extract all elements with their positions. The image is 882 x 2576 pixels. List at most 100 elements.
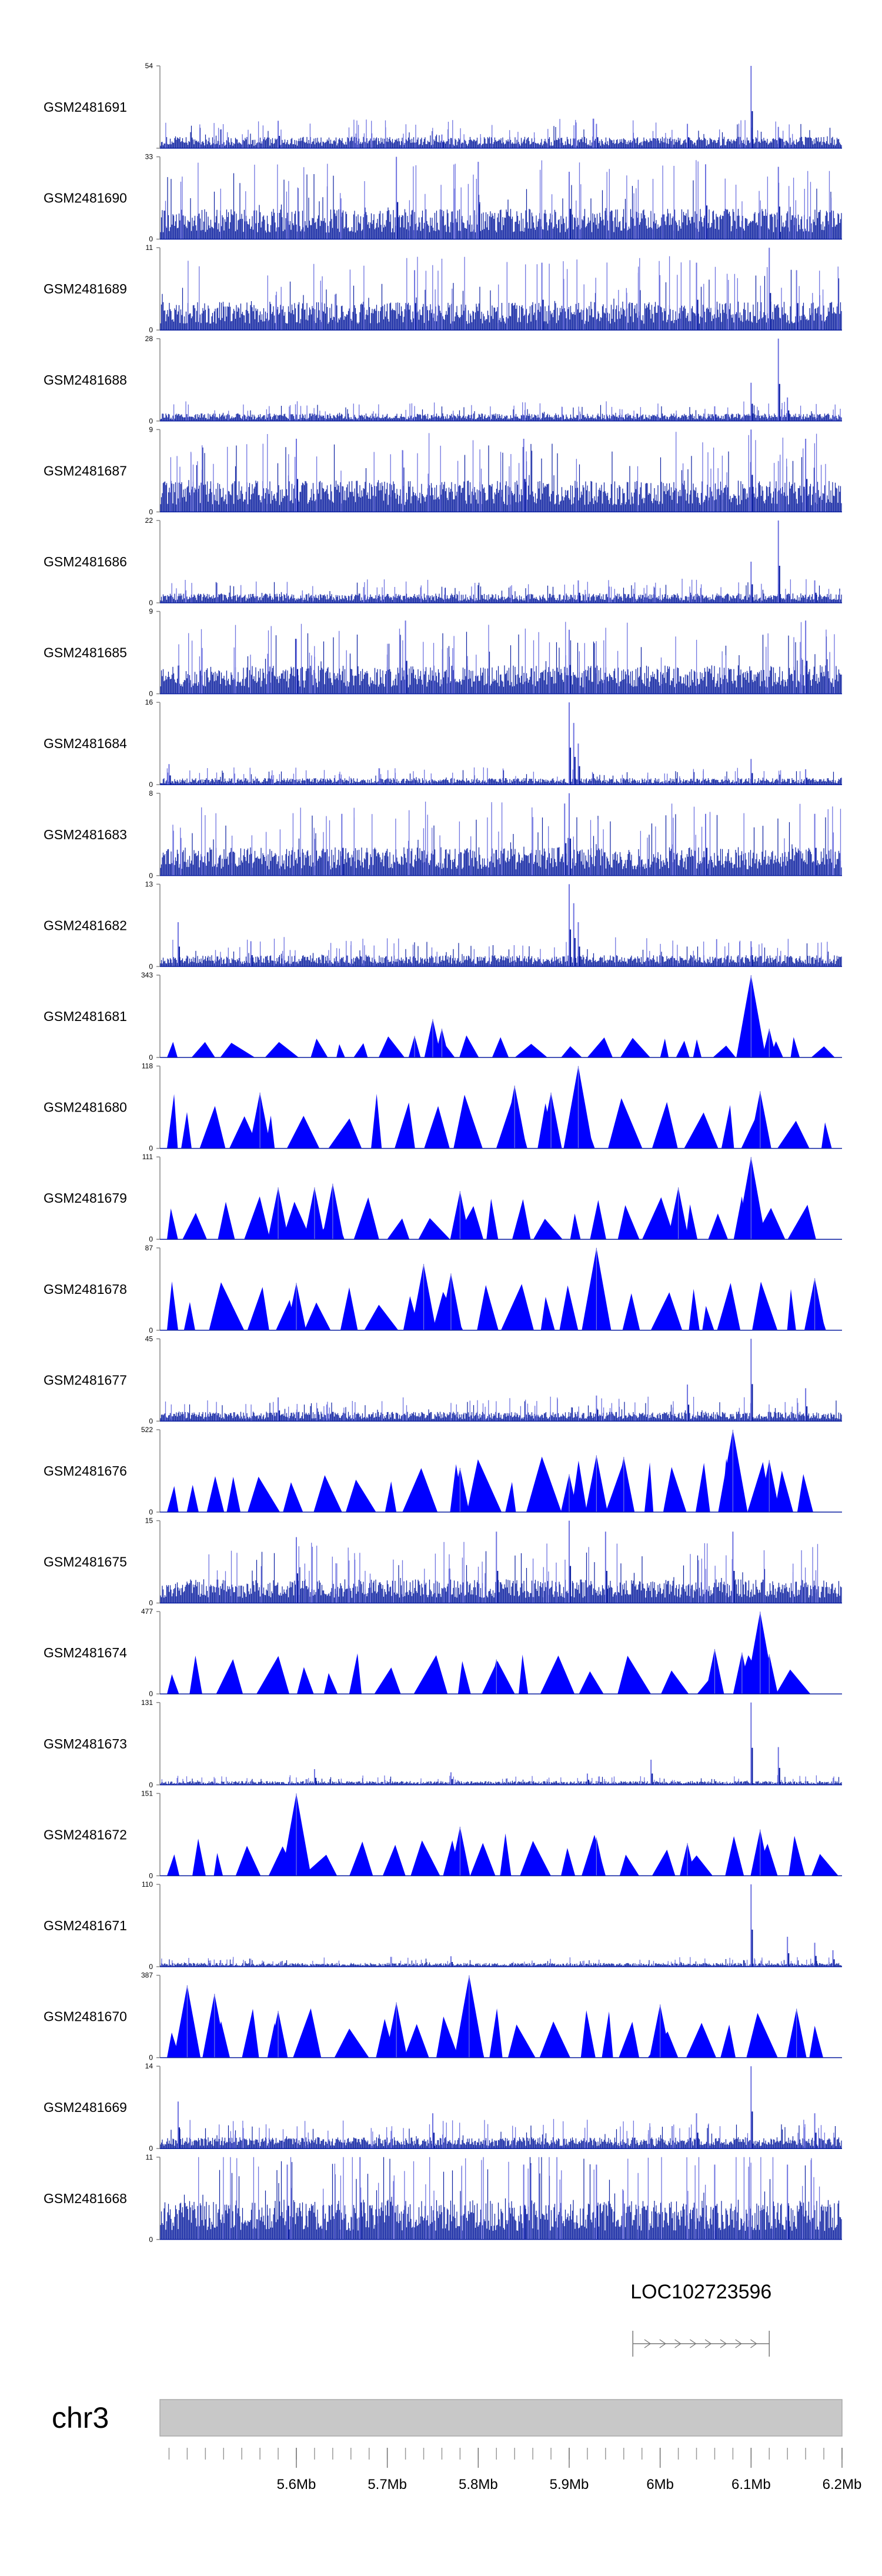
- track-GSM2481688: GSM2481688 28 0: [44, 335, 842, 425]
- signal-block: [713, 1045, 736, 1057]
- y-max-label: 151: [141, 1789, 153, 1797]
- strand-arrow: [720, 2339, 727, 2348]
- signal-block: [561, 1848, 576, 1876]
- signal-block: [492, 1037, 509, 1057]
- y-min-label: 0: [149, 1326, 153, 1334]
- signal-block: [167, 1486, 179, 1512]
- y-max-label: 15: [145, 1517, 153, 1525]
- y-max-label: 87: [145, 1244, 153, 1252]
- track-label: GSM2481689: [44, 281, 127, 296]
- signal-block: [660, 1038, 669, 1057]
- signal-block: [418, 1218, 450, 1240]
- signal-spikes: [208, 1541, 818, 1603]
- signal-block: [256, 1656, 290, 1694]
- y-max-label: 131: [141, 1699, 153, 1707]
- signal-block: [608, 1098, 643, 1149]
- signal-block: [787, 1289, 796, 1330]
- signal-block: [247, 1287, 269, 1330]
- signal-spikes: [172, 937, 828, 967]
- signal-spikes: [172, 802, 841, 876]
- track-label: GSM2481674: [44, 1645, 127, 1660]
- signal-block: [167, 1208, 178, 1240]
- chromosome-label: chr3: [52, 2401, 109, 2434]
- y-max-label: 13: [145, 880, 153, 888]
- y-max-label: 45: [145, 1334, 153, 1343]
- signal-spikes: [166, 767, 801, 785]
- signal-block: [559, 1285, 579, 1330]
- signal-block: [652, 1102, 678, 1149]
- y-min-label: 0: [149, 962, 153, 970]
- y-min-label: 0: [149, 690, 153, 698]
- signal-background: [160, 269, 842, 331]
- y-max-label: 22: [145, 516, 153, 525]
- y-min-label: 0: [149, 235, 153, 243]
- signal-block: [167, 1281, 178, 1330]
- signal-block: [382, 1844, 406, 1876]
- track-GSM2481681: GSM2481681 343 0: [44, 971, 842, 1062]
- signal-block: [676, 1040, 690, 1057]
- signal-spikes: [188, 256, 838, 331]
- signal-block: [622, 1293, 640, 1330]
- signal-block: [213, 1853, 223, 1876]
- signal-block: [693, 1039, 702, 1057]
- signal-block: [371, 1093, 382, 1149]
- signal-block: [216, 1659, 243, 1694]
- signal-block: [708, 1213, 728, 1240]
- signal-block: [579, 1671, 604, 1694]
- signal-block: [402, 1468, 438, 1512]
- track-label: GSM2481687: [44, 463, 127, 478]
- signal-block: [540, 1656, 575, 1694]
- signal-block: [199, 1106, 226, 1149]
- signal-spikes: [161, 1957, 830, 1967]
- signal-spikes: [165, 1396, 799, 1422]
- signal-background: [160, 632, 842, 694]
- y-max-label: 118: [142, 1062, 153, 1070]
- track-GSM2481670: GSM2481670 387 0: [44, 1971, 842, 2062]
- signal-block: [470, 1843, 496, 1876]
- track-label: GSM2481677: [44, 1372, 127, 1387]
- track-GSM2481687: GSM2481687 9 0: [44, 425, 842, 516]
- signal-block: [797, 1474, 813, 1512]
- signal-block: [167, 1042, 178, 1057]
- strand-arrow: [704, 2339, 712, 2348]
- axis-tick-label: 6Mb: [646, 2477, 674, 2492]
- track-GSM2481671: GSM2481671 110 0: [44, 1880, 842, 1971]
- track-GSM2481669: GSM2481669 14 0: [44, 2062, 842, 2153]
- y-max-label: 111: [142, 1153, 153, 1161]
- track-label: GSM2481670: [44, 2009, 127, 2024]
- track-label: GSM2481686: [44, 554, 127, 569]
- signal-block: [323, 1673, 338, 1694]
- signal-block: [514, 1043, 547, 1057]
- signal-block: [282, 1202, 311, 1240]
- signal-block: [413, 1655, 448, 1694]
- track-label: GSM2481690: [44, 191, 127, 206]
- signal-block: [486, 1199, 499, 1240]
- signal-block: [244, 1196, 270, 1240]
- signal-block: [235, 1846, 261, 1876]
- signal-block: [167, 1094, 178, 1149]
- signal-block: [790, 1037, 800, 1057]
- track-GSM2481691: GSM2481691 54: [44, 62, 842, 149]
- signal-block: [661, 1670, 689, 1694]
- signal-block: [286, 1116, 320, 1149]
- strand-arrow: [644, 2339, 652, 2348]
- track-GSM2481685: GSM2481685 9 0: [44, 608, 842, 698]
- track-label: GSM2481684: [44, 736, 127, 751]
- signal-block: [717, 1283, 741, 1330]
- signal-block: [809, 2026, 823, 2058]
- y-min-label: 0: [149, 2144, 153, 2153]
- signal-block: [313, 1475, 342, 1512]
- signal-block: [570, 1213, 581, 1240]
- y-max-label: 8: [149, 789, 153, 798]
- track-label: GSM2481675: [44, 1554, 127, 1570]
- y-max-label: 522: [141, 1426, 153, 1434]
- signal-background: [160, 1551, 842, 1603]
- signal-block: [821, 1122, 832, 1149]
- y-min-label: 0: [149, 1599, 153, 1607]
- signal-spikes: [173, 401, 841, 421]
- signal-block: [353, 1043, 368, 1057]
- signal-block: [689, 1289, 700, 1330]
- track-label: GSM2481678: [44, 1282, 127, 1297]
- strand-arrow: [690, 2339, 697, 2348]
- track-label: GSM2481688: [44, 372, 127, 388]
